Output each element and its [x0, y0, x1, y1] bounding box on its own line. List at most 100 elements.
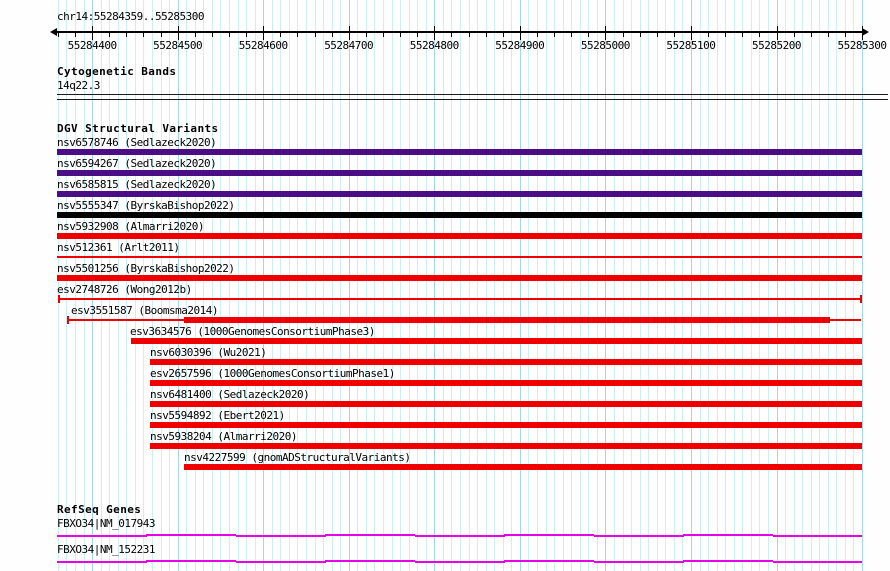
- gene-line-segment[interactable]: [504, 560, 595, 562]
- gridline-minor: [485, 0, 487, 571]
- gridline-minor: [613, 0, 615, 571]
- variant-bar[interactable]: [57, 191, 862, 197]
- gene-line-segment[interactable]: [414, 535, 505, 537]
- ruler-minor-tick: [759, 31, 761, 37]
- gene-line-segment[interactable]: [593, 535, 684, 537]
- ruler-baseline: [57, 31, 862, 33]
- gene-label-fbxo34-nm152231[interactable]: FBXO34|NM_152231: [57, 543, 155, 556]
- gene-line-segment[interactable]: [235, 561, 326, 563]
- gridline-minor: [716, 0, 718, 571]
- variant-label[interactable]: nsv6481400 (Sedlazeck2020): [150, 388, 310, 401]
- variant-extent-line[interactable]: [58, 298, 860, 300]
- gridline-minor: [588, 0, 590, 571]
- gene-line-segment[interactable]: [57, 561, 147, 563]
- variant-bar[interactable]: [184, 464, 862, 470]
- gridline-minor: [340, 0, 342, 571]
- ruler-minor-tick: [827, 31, 829, 37]
- gridline-minor: [554, 0, 555, 571]
- ruler-major-tick: [519, 26, 521, 40]
- variant-bar[interactable]: [184, 317, 830, 323]
- gene-line-segment[interactable]: [772, 535, 863, 537]
- variant-label[interactable]: nsv4227599 (gnomADStructuralVariants): [184, 451, 411, 464]
- gridline-minor: [810, 0, 812, 571]
- ruler-minor-tick: [57, 31, 59, 37]
- gridline-minor: [408, 0, 410, 571]
- track-title-dgv-structural-variants: DGV Structural Variants: [57, 122, 219, 135]
- variant-bar[interactable]: [150, 401, 862, 407]
- variant-bar[interactable]: [57, 212, 862, 218]
- gene-line-segment[interactable]: [683, 534, 773, 536]
- ruler-right-arrow-icon: [862, 28, 869, 36]
- gridline-minor: [297, 0, 299, 571]
- variant-extent-line[interactable]: [57, 256, 862, 258]
- gridline-minor: [477, 0, 478, 571]
- gridline-minor: [288, 0, 290, 571]
- gridline-minor: [323, 0, 325, 571]
- gene-line-segment[interactable]: [325, 534, 416, 536]
- gene-line-segment[interactable]: [414, 561, 505, 563]
- gridline-minor: [374, 0, 376, 571]
- ruler-minor-tick: [468, 31, 470, 37]
- variant-label[interactable]: nsv5594892 (Ebert2021): [150, 409, 285, 422]
- variant-label[interactable]: nsv6578746 (Sedlazeck2020): [57, 136, 217, 149]
- ruler-major-tick: [348, 26, 350, 40]
- gridline-minor: [382, 0, 384, 571]
- gene-line-segment[interactable]: [683, 560, 773, 562]
- ruler-coordinate-label: 55284500: [153, 39, 203, 52]
- variant-label[interactable]: nsv5501256 (ByrskaBishop2022): [57, 262, 235, 275]
- gridline-minor: [536, 0, 538, 571]
- variant-label[interactable]: nsv5938204 (Almarri2020): [150, 430, 297, 443]
- variant-label[interactable]: esv2657596 (1000GenomesConsortiumPhase1): [150, 367, 395, 380]
- ruler-minor-tick: [297, 31, 299, 37]
- variant-label[interactable]: nsv6594267 (Sedlazeck2020): [57, 157, 217, 170]
- variant-bar[interactable]: [57, 149, 862, 155]
- variant-bar[interactable]: [150, 422, 862, 428]
- ruler-minor-tick: [571, 31, 573, 37]
- variant-label[interactable]: nsv512361 (Arlt2011): [57, 241, 180, 254]
- gene-label-fbxo34-nm017943[interactable]: FBXO34|NM_017943: [57, 517, 155, 530]
- gridline-major: [862, 0, 863, 571]
- variant-bar[interactable]: [57, 275, 862, 281]
- variant-bar[interactable]: [57, 233, 862, 239]
- ruler-minor-tick: [673, 31, 675, 37]
- variant-bar[interactable]: [150, 380, 862, 386]
- variant-label[interactable]: esv3551587 (Boomsma2014): [71, 304, 218, 317]
- gene-line-segment[interactable]: [325, 560, 416, 562]
- variant-label[interactable]: nsv5932908 (Almarri2020): [57, 220, 204, 233]
- gridline-minor: [237, 0, 239, 571]
- gridline-minor: [545, 0, 547, 571]
- gridline-minor: [468, 0, 470, 571]
- variant-label[interactable]: nsv6585815 (Sedlazeck2020): [57, 178, 217, 191]
- ruler-minor-tick: [143, 31, 145, 37]
- gene-line-segment[interactable]: [772, 561, 863, 563]
- variant-label[interactable]: nsv6030396 (Wu2021): [150, 346, 267, 359]
- gridline-minor: [819, 0, 821, 571]
- variant-label[interactable]: nsv5555347 (ByrskaBishop2022): [57, 199, 235, 212]
- ruler-major-tick: [862, 26, 863, 40]
- gridline-major: [348, 0, 350, 571]
- gridline-minor: [511, 0, 513, 571]
- variant-bar[interactable]: [150, 359, 862, 365]
- gene-line-segment[interactable]: [504, 534, 595, 536]
- gene-line-segment[interactable]: [593, 561, 684, 563]
- variant-bar[interactable]: [57, 170, 862, 176]
- gridline-minor: [357, 0, 359, 571]
- ruler-minor-tick: [485, 31, 487, 37]
- gridline-minor: [785, 0, 786, 571]
- variant-bar[interactable]: [131, 338, 862, 344]
- gridline-minor: [759, 0, 761, 571]
- gridline-minor: [767, 0, 769, 571]
- gene-line-segment[interactable]: [146, 534, 237, 536]
- gene-line-segment[interactable]: [146, 560, 237, 562]
- track-title-refseq-genes: RefSeq Genes: [57, 503, 142, 516]
- variant-label[interactable]: esv2748726 (Wong2012b): [57, 283, 192, 296]
- variant-bar[interactable]: [150, 443, 862, 449]
- gridline-major: [690, 0, 692, 571]
- ruler-minor-tick: [280, 31, 282, 37]
- gene-line-segment[interactable]: [235, 535, 326, 537]
- variant-label[interactable]: esv3634576 (1000GenomesConsortiumPhase3): [130, 325, 375, 338]
- ruler-major-tick: [177, 26, 179, 40]
- gridline-major: [605, 0, 607, 571]
- gene-line-segment[interactable]: [57, 535, 147, 537]
